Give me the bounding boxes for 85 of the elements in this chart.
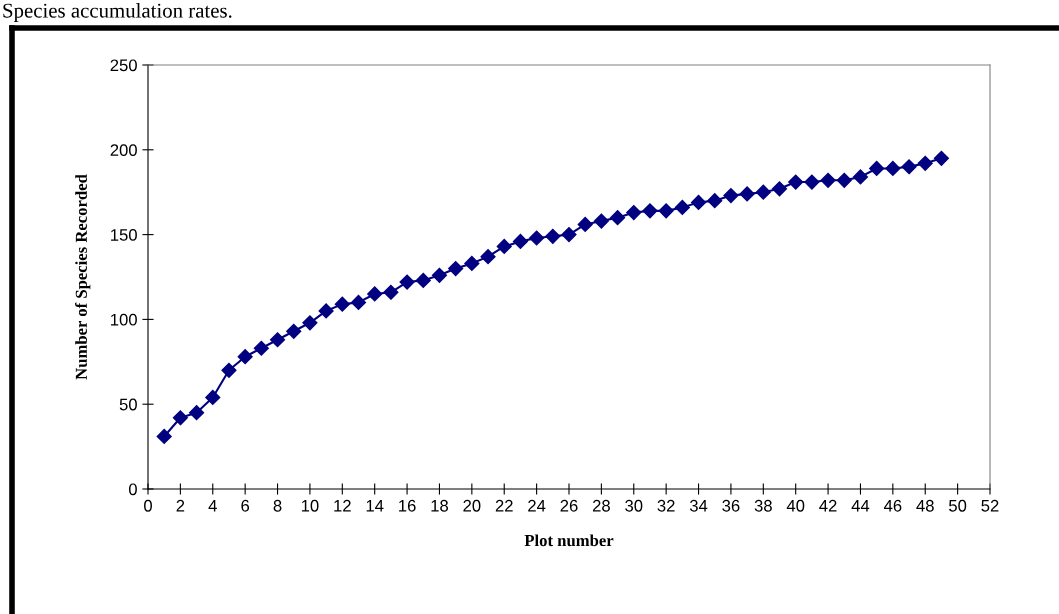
x-tick-label: 10 xyxy=(301,499,319,512)
point xyxy=(415,272,431,288)
point xyxy=(512,233,528,249)
point xyxy=(820,172,836,188)
x-axis-title: Plot number xyxy=(524,534,614,547)
point xyxy=(836,172,852,188)
y-tick-label: 50 xyxy=(119,398,137,411)
y-tick-label: 250 xyxy=(110,59,137,72)
x-tick-label: 22 xyxy=(495,499,513,512)
point xyxy=(529,230,545,246)
point xyxy=(545,228,561,244)
point xyxy=(804,174,820,190)
point xyxy=(496,238,512,255)
point xyxy=(917,155,933,171)
point xyxy=(626,204,642,221)
point xyxy=(755,184,771,200)
point xyxy=(269,332,286,348)
y-tick-label: 200 xyxy=(110,144,137,156)
point xyxy=(399,274,415,290)
point xyxy=(221,362,237,378)
point xyxy=(658,203,674,219)
x-tick-label: 14 xyxy=(366,500,384,512)
x-tick-label: 2 xyxy=(176,499,185,512)
y-tick-label: 100 xyxy=(111,313,137,326)
point xyxy=(286,323,302,339)
point xyxy=(674,199,690,216)
x-tick-label: 24 xyxy=(528,499,546,512)
point xyxy=(593,213,609,229)
point xyxy=(367,286,383,302)
point xyxy=(480,249,496,265)
point xyxy=(885,160,901,177)
y-tick-label: 150 xyxy=(111,229,137,241)
point xyxy=(237,349,253,365)
point xyxy=(156,428,172,444)
point xyxy=(431,267,448,283)
point xyxy=(901,159,917,175)
x-tick-label: 48 xyxy=(916,499,934,512)
point xyxy=(318,303,334,319)
y-axis-title: Number of Species Recorded xyxy=(75,174,91,380)
point xyxy=(788,174,804,190)
x-tick-label: 6 xyxy=(241,499,250,512)
x-tick-label: 0 xyxy=(144,499,152,512)
x-tick-label: 34 xyxy=(689,499,708,512)
x-tick-label: 18 xyxy=(431,499,449,512)
point xyxy=(707,193,723,209)
point xyxy=(189,405,205,421)
point xyxy=(739,186,755,202)
point xyxy=(302,315,318,331)
point xyxy=(642,203,658,219)
point xyxy=(933,150,949,166)
x-tick-label: 46 xyxy=(883,499,902,512)
point xyxy=(561,227,577,243)
x-tick-label: 44 xyxy=(851,500,870,512)
x-tick-label: 50 xyxy=(949,499,967,512)
x-tick-label: 28 xyxy=(592,499,610,512)
y-tick-label: 0 xyxy=(128,483,137,496)
point xyxy=(172,410,188,426)
chart-title: Species accumulation rates. xyxy=(3,3,232,22)
point xyxy=(577,216,593,232)
x-tick-label: 52 xyxy=(981,499,999,512)
point xyxy=(771,181,788,197)
x-tick-label: 40 xyxy=(786,499,805,512)
x-tick-label: 4 xyxy=(208,500,217,512)
x-tick-label: 8 xyxy=(273,499,282,512)
point xyxy=(334,296,350,312)
point xyxy=(869,160,885,177)
x-tick-label: 38 xyxy=(754,499,772,512)
point xyxy=(253,340,269,356)
point xyxy=(852,169,869,185)
point xyxy=(350,294,367,311)
x-tick-label: 12 xyxy=(334,499,351,512)
point xyxy=(610,210,626,226)
point xyxy=(690,194,707,210)
x-tick-label: 32 xyxy=(657,499,675,512)
x-tick-label: 20 xyxy=(463,499,481,512)
x-tick-label: 36 xyxy=(722,499,740,512)
point xyxy=(723,188,739,204)
point xyxy=(205,389,221,405)
point xyxy=(448,260,464,277)
x-tick-label: 42 xyxy=(819,499,837,512)
point xyxy=(464,255,480,272)
x-tick-label: 16 xyxy=(399,499,416,512)
x-tick-label: 30 xyxy=(625,499,643,512)
point xyxy=(383,284,399,300)
x-tick-label: 26 xyxy=(560,499,578,512)
